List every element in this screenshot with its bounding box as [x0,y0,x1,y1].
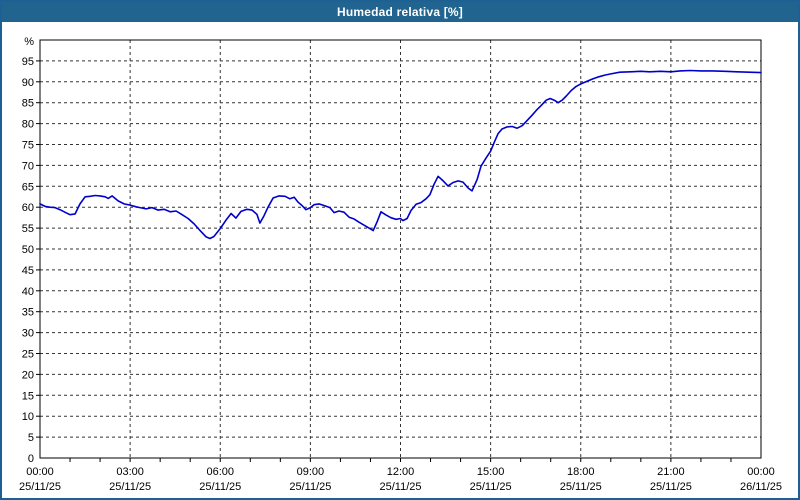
y-tick-label: 30 [22,328,34,340]
x-tick-time-label: 09:00 [297,466,325,478]
y-tick-label: 85 [22,98,34,110]
y-tick-label: 20 [22,369,34,381]
x-tick-time-label: 12:00 [387,466,415,478]
chart-area: 95 90 85 80 75 70 65 60 55 50 45 40 35 30 25 20 15 10 5 0% 0… [2,22,798,498]
x-tick-time-label: 15:00 [477,466,505,478]
y-tick-label: 50 [22,244,34,256]
y-tick-label: 0 [28,453,34,465]
x-tick-date-label: 25/11/25 [289,481,331,493]
y-tick-label: 75 [22,140,34,152]
chart-title: Humedad relativa [%] [336,5,464,19]
x-tick-time-label: 00:00 [747,466,775,478]
x-tick-date-label: 25/11/25 [19,481,61,493]
x-tick-time-label: 18:00 [567,466,595,478]
humidity-line [39,69,762,240]
y-tick-label: 95 [22,56,34,68]
y-tick-label: 5 [28,432,34,444]
y-axis-unit-label: % [24,36,34,48]
x-tick-date-label: 25/11/25 [379,481,421,493]
humidity-chart: 95908580757065605550454035302520151050%0… [19,36,782,493]
x-tick-time-label: 00:00 [26,466,54,478]
x-tick-time-label: 03:00 [116,466,144,478]
plot-border [39,39,762,459]
y-tick-label: 55 [22,223,34,235]
title-bar: Humedad relativa [%] [2,2,798,22]
y-tick-label: 45 [22,265,34,277]
y-tick-label: 10 [22,411,34,423]
y-tick-label: 25 [22,349,34,361]
x-tick-date-label: 25/11/25 [470,481,512,493]
y-tick-label: 40 [22,286,34,298]
x-tick-date-label: 26/11/25 [740,481,782,493]
y-tick-label: 65 [22,181,34,193]
x-tick-time-label: 06:00 [206,466,234,478]
x-tick-time-label: 21:00 [657,466,685,478]
y-tick-label: 60 [22,202,34,214]
x-tick-date-label: 25/11/25 [109,481,151,493]
y-tick-label: 90 [22,77,34,89]
x-tick-date-label: 25/11/25 [560,481,602,493]
y-tick-label: 15 [22,390,34,402]
x-tick-date-label: 25/11/25 [199,481,241,493]
x-tick-date-label: 25/11/25 [650,481,692,493]
y-tick-label: 35 [22,307,34,319]
y-tick-label: 80 [22,119,34,131]
y-tick-label: 70 [22,160,34,172]
